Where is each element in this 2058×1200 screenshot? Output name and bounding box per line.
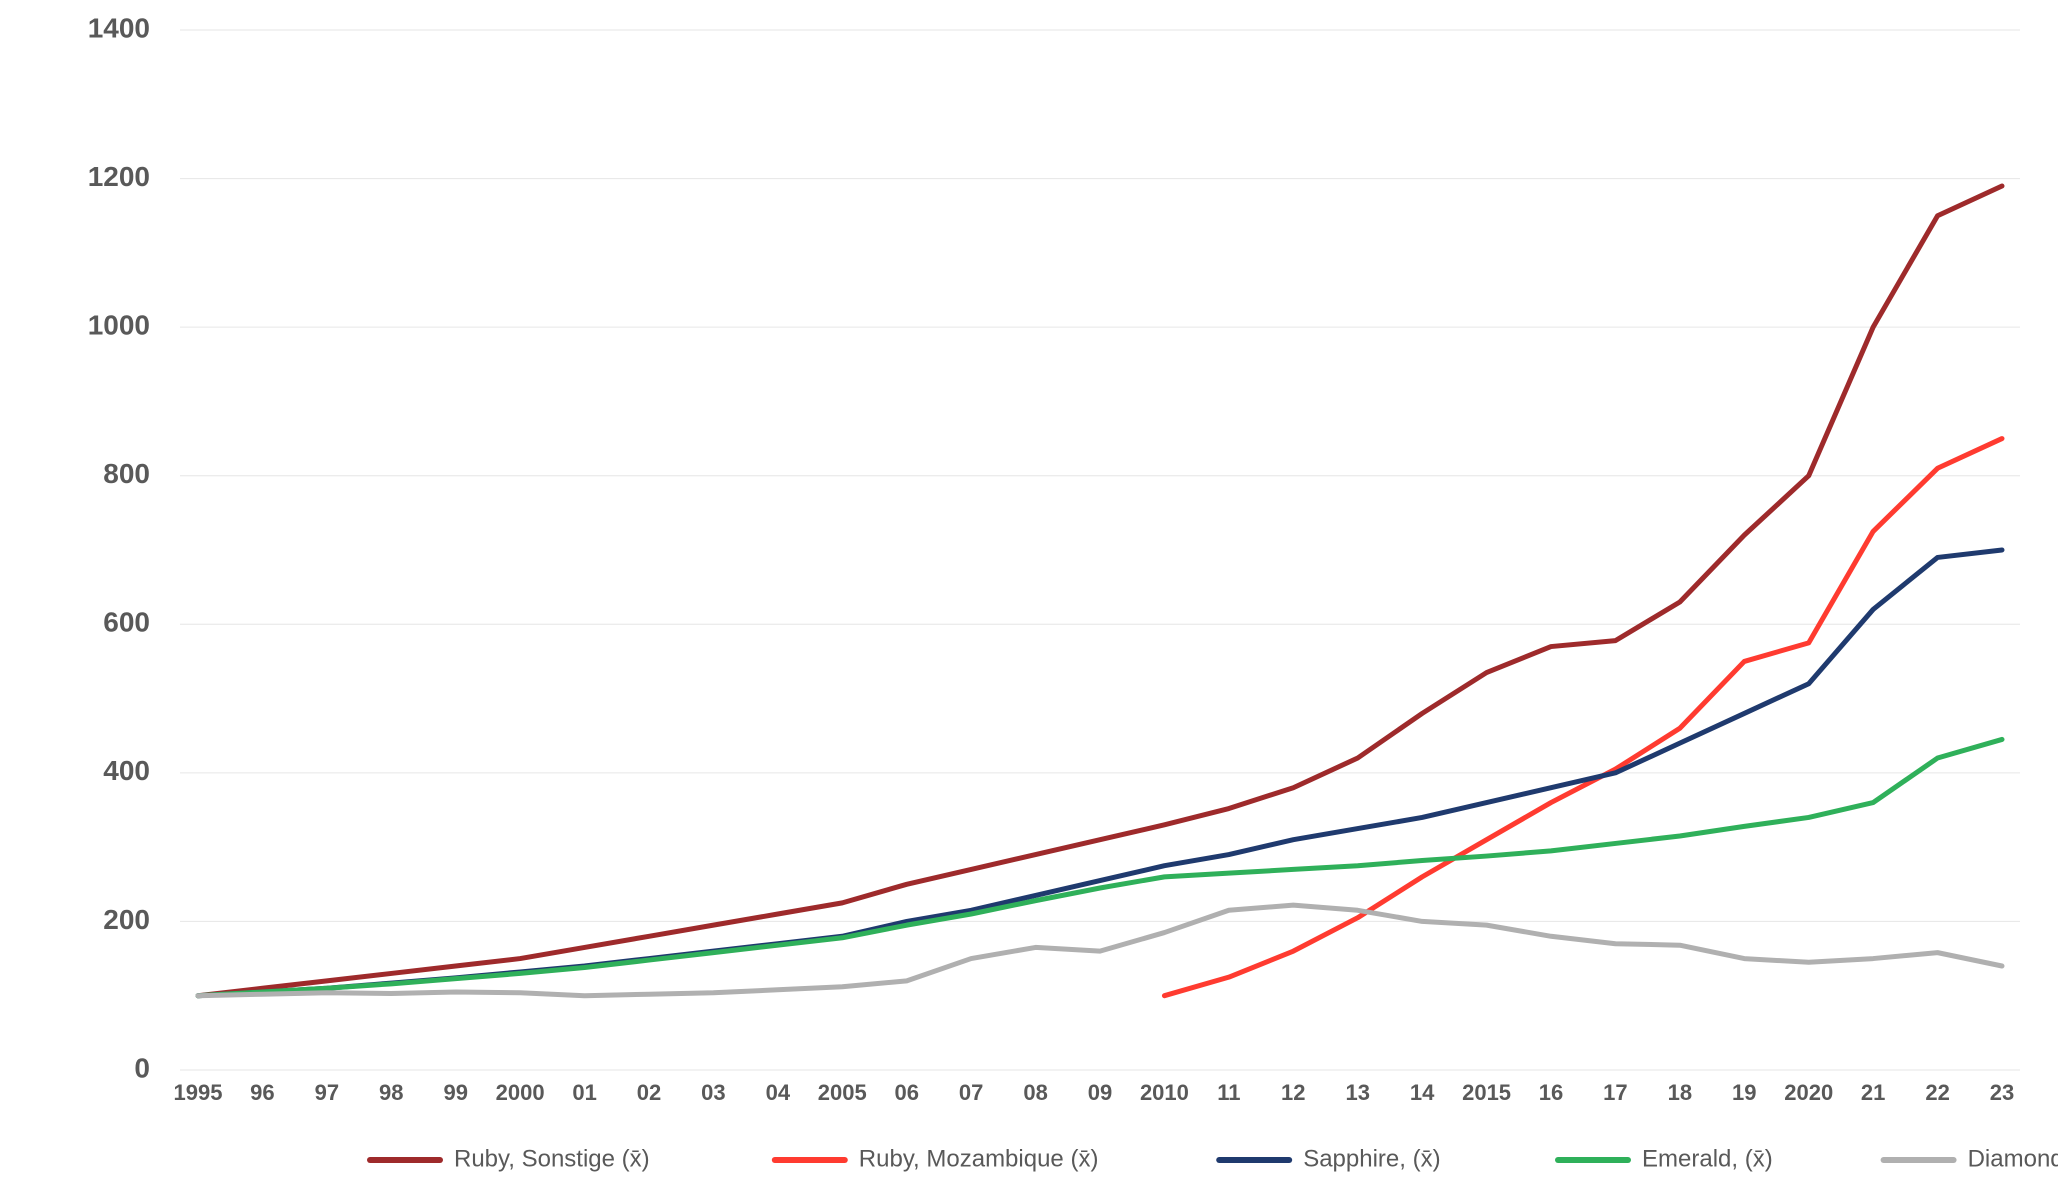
y-axis-tick-label: 1400 bbox=[88, 12, 150, 43]
x-axis-tick-label: 03 bbox=[701, 1080, 725, 1105]
legend-label-emerald: Emerald, (x̄) bbox=[1642, 1145, 1773, 1172]
y-axis-tick-label: 0 bbox=[134, 1052, 150, 1083]
gemstone-index-chart: 0 200 400 600 800 1000 1200 1400 1995 96 97 98 99 200… bbox=[0, 0, 2058, 1200]
x-axis-tick-label: 01 bbox=[572, 1080, 596, 1105]
x-axis-tick-label: 1995 bbox=[174, 1080, 223, 1105]
x-axis-tick-label: 2010 bbox=[1140, 1080, 1189, 1105]
x-axis-tick-label: 08 bbox=[1023, 1080, 1047, 1105]
legend-label-diamond: Diamond, (x̄) bbox=[1968, 1145, 2058, 1172]
x-axis-tick-label: 2000 bbox=[496, 1080, 545, 1105]
x-axis-tick-label: 04 bbox=[766, 1080, 791, 1105]
x-axis-tick-label: 2020 bbox=[1784, 1080, 1833, 1105]
y-axis-tick-label: 1200 bbox=[88, 161, 150, 192]
x-axis-tick-label: 99 bbox=[443, 1080, 467, 1105]
y-axis-tick-label: 1000 bbox=[88, 310, 150, 341]
y-axis-tick-label: 400 bbox=[103, 755, 150, 786]
x-axis-tick-label: 13 bbox=[1345, 1080, 1369, 1105]
x-axis-tick-label: 14 bbox=[1410, 1080, 1435, 1105]
series-ruby_sonstige bbox=[198, 186, 2002, 996]
x-axis-tick-label: 16 bbox=[1539, 1080, 1563, 1105]
x-axis-tick-label: 07 bbox=[959, 1080, 983, 1105]
x-axis-tick-label: 09 bbox=[1088, 1080, 1112, 1105]
x-axis-tick-label: 11 bbox=[1217, 1080, 1240, 1105]
y-axis-tick-label: 600 bbox=[103, 607, 150, 638]
x-axis-tick-label: 2005 bbox=[818, 1080, 867, 1105]
series-ruby_moz bbox=[1164, 439, 2002, 996]
x-axis-tick-label: 19 bbox=[1732, 1080, 1756, 1105]
x-axis-tick-label: 2015 bbox=[1462, 1080, 1511, 1105]
series-diamond bbox=[198, 905, 2002, 996]
x-axis-tick-label: 02 bbox=[637, 1080, 661, 1105]
x-axis-tick-label: 12 bbox=[1281, 1080, 1305, 1105]
x-axis-tick-label: 18 bbox=[1668, 1080, 1692, 1105]
x-axis-tick-label: 23 bbox=[1990, 1080, 2014, 1105]
x-axis-tick-label: 21 bbox=[1861, 1080, 1885, 1105]
legend-label-ruby_sonstige: Ruby, Sonstige (x̄) bbox=[454, 1145, 650, 1172]
chart-svg: 0 200 400 600 800 1000 1200 1400 1995 96 97 98 99 200… bbox=[0, 0, 2058, 1200]
x-axis-tick-label: 96 bbox=[250, 1080, 274, 1105]
x-axis-tick-label: 06 bbox=[894, 1080, 918, 1105]
y-axis-tick-label: 200 bbox=[103, 904, 150, 935]
legend-label-sapphire: Sapphire, (x̄) bbox=[1303, 1145, 1440, 1172]
x-axis-tick-label: 22 bbox=[1925, 1080, 1949, 1105]
legend-label-ruby_moz: Ruby, Mozambique (x̄) bbox=[859, 1145, 1099, 1172]
x-axis-tick-label: 98 bbox=[379, 1080, 403, 1105]
x-axis-tick-label: 97 bbox=[315, 1080, 339, 1105]
y-axis-tick-label: 800 bbox=[103, 458, 150, 489]
x-axis-tick-label: 17 bbox=[1603, 1080, 1627, 1105]
